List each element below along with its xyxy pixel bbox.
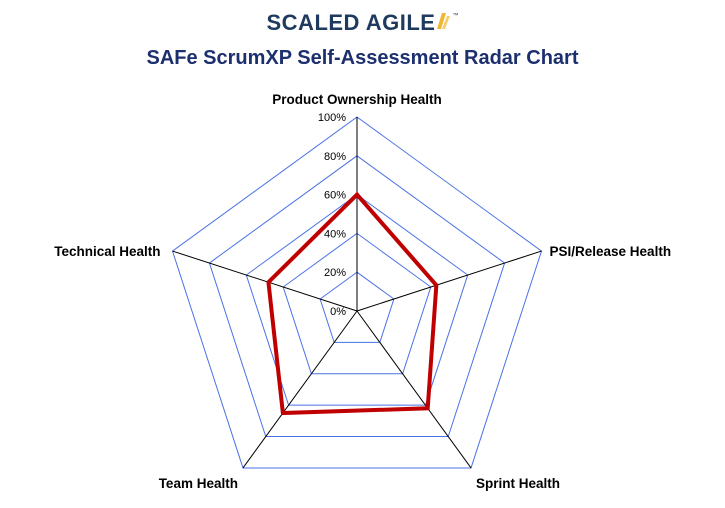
brand-stripes-icon [437,13,451,29]
tick-label: 40% [324,228,346,240]
grid-ring [171,116,543,469]
axis-spoke [242,310,358,469]
brand-tm: ™ [452,13,459,19]
chart-title: SAFe ScrumXP Self-Assessment Radar Chart [146,47,579,69]
axis-label: PSI/Release Health [550,244,672,259]
tick-label: 80% [324,151,346,163]
tick-label: 60% [324,190,346,202]
brand-name: SCALED AGILE [266,10,436,35]
axis-spoke [356,310,472,469]
grid-ring [208,155,506,438]
grid-ring [282,232,432,375]
axis-spoke [172,250,358,312]
tick-label: 0% [330,306,346,318]
axis-spoke [356,250,542,312]
axis-label: Team Health [159,476,238,491]
axis-label: Product Ownership Health [272,92,442,107]
axis-label: Technical Health [54,244,160,259]
grid-ring [245,193,469,406]
axis-label: Sprint Health [476,476,560,491]
series-line [266,191,439,416]
brand-logo: SCALED AGILE ™ [0,8,725,38]
tick-label: 20% [324,267,346,279]
tick-label: 100% [318,112,346,124]
grid-ring [319,271,395,343]
